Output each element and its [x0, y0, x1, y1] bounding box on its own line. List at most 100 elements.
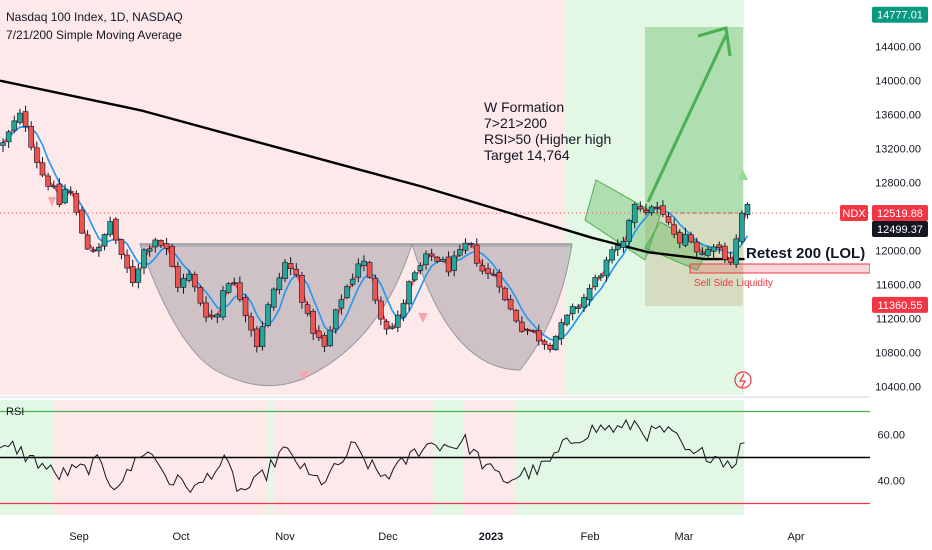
sma-200-line [0, 79, 745, 261]
rsi-tick-1: 40.00 [877, 476, 905, 488]
candle-body [34, 147, 40, 163]
price-tick-2: 13600.00 [875, 110, 921, 122]
candle-body [626, 220, 632, 242]
flag-box-upper [584, 179, 661, 261]
candle-body [214, 314, 221, 318]
candle [406, 280, 412, 311]
candle-body [50, 185, 57, 188]
time-tick-0: Sep [69, 531, 89, 543]
candle [592, 274, 599, 291]
candle [287, 257, 294, 276]
candle-body [101, 234, 108, 247]
candle-body [17, 112, 23, 123]
candle [620, 236, 627, 253]
ndx-last-badge-bg [872, 205, 928, 221]
candle [564, 313, 570, 327]
candle [598, 273, 604, 281]
candle-body [22, 111, 29, 127]
candle-body [321, 335, 328, 347]
candle-body [468, 242, 474, 245]
candle [163, 237, 170, 256]
candle [282, 259, 288, 283]
candle [496, 269, 503, 293]
candle [479, 259, 486, 275]
candle [513, 308, 520, 323]
candle [535, 324, 542, 346]
candle [727, 251, 734, 266]
candle [242, 294, 249, 323]
candle [643, 203, 649, 216]
candle-body [581, 297, 587, 308]
candle-body [705, 249, 711, 256]
candle [293, 263, 300, 278]
candle-body [541, 340, 548, 345]
candle-body [394, 314, 401, 328]
close-badge: 12499.37 [877, 224, 923, 236]
candle [614, 239, 621, 257]
candle [28, 121, 35, 151]
candle [84, 230, 91, 250]
stop-badge-bg [872, 296, 928, 313]
candle [203, 296, 209, 323]
candle-body [158, 240, 164, 246]
candle-body [598, 275, 604, 278]
w-formation-line-3: Target 14,764 [484, 147, 570, 163]
price-tick-4: 12800.00 [875, 178, 921, 190]
candle-body [722, 245, 728, 260]
candle [705, 246, 711, 259]
stop-badge: 11360.55 [877, 300, 922, 312]
candle [79, 206, 85, 235]
candle-body [389, 326, 395, 329]
candle-body [28, 126, 35, 148]
candle [90, 246, 97, 253]
alert-icon [734, 371, 752, 389]
candle [744, 202, 751, 219]
candle-body [440, 259, 446, 262]
candle-body [293, 268, 300, 276]
candle-body [648, 206, 655, 213]
candle [197, 285, 204, 306]
candle [107, 216, 113, 238]
candle-body [411, 272, 418, 281]
price-tick-6: 11600.00 [876, 280, 921, 292]
candle-body [5, 131, 12, 143]
candle-body [242, 297, 249, 316]
candle [11, 115, 18, 133]
candle-body [547, 345, 553, 350]
candle-body [445, 256, 452, 273]
candle-body [152, 239, 159, 248]
candle-body [507, 299, 514, 310]
candle-body [316, 330, 322, 338]
candle-body [428, 253, 435, 257]
candle [547, 342, 553, 353]
candle [96, 243, 102, 257]
candle-body [586, 288, 593, 301]
candle [265, 302, 271, 328]
candle-body [603, 259, 610, 277]
candle-body [716, 244, 723, 248]
candle-body [366, 262, 373, 278]
candle-body [56, 183, 63, 205]
candle-body [462, 242, 469, 251]
bearish-band [0, 0, 566, 395]
retest-label: Retest 200 (LOL) [746, 245, 865, 262]
candle-body [0, 142, 6, 146]
candle [541, 338, 548, 350]
candle [270, 287, 277, 311]
candle [468, 242, 474, 249]
time-tick-7: Apr [787, 531, 804, 543]
candle-body [141, 249, 147, 269]
target-zone [645, 27, 743, 213]
candle [462, 238, 469, 255]
up-marker [738, 170, 748, 180]
candle-body [45, 175, 51, 187]
candle [631, 202, 638, 229]
candle [626, 218, 632, 248]
candle-body [592, 277, 599, 287]
candle-body [423, 253, 429, 266]
candle [237, 276, 243, 303]
candle-body [699, 252, 706, 255]
candle-body [558, 322, 565, 339]
